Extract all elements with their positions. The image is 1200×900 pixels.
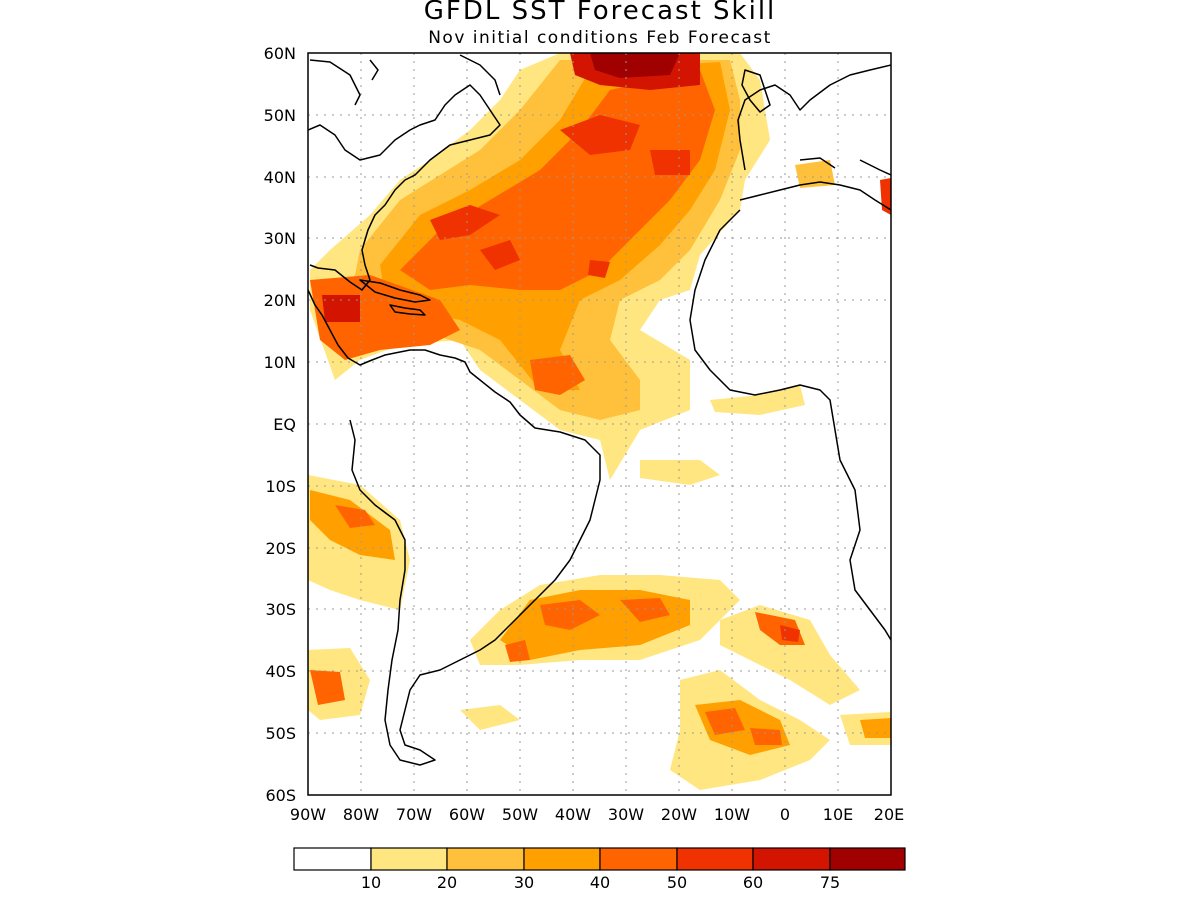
lat-label: 40N — [264, 168, 296, 187]
coastline-south-america — [349, 419, 601, 766]
skill-region-southern-ocean-40 — [705, 708, 782, 745]
skill-shading — [308, 53, 891, 790]
skill-region-sw-pacific-40 — [310, 670, 345, 705]
skill-region-mediterranean — [795, 160, 835, 188]
skill-region-far-east-south — [460, 705, 891, 745]
skill-region-tropical — [530, 355, 585, 395]
colorbar-label: 20 — [437, 873, 457, 892]
lon-label: 30W — [608, 805, 644, 824]
coastline-north-america — [308, 59, 501, 291]
lat-label: 10S — [265, 477, 296, 496]
colorbar-label: 50 — [667, 873, 687, 892]
coastline-greenland-tip — [459, 54, 501, 96]
coastline-central-america — [308, 289, 601, 480]
lat-label: 10N — [264, 353, 296, 372]
coastline-britain — [741, 69, 771, 113]
lat-label: 20N — [264, 291, 296, 310]
coastline-europe — [737, 64, 891, 211]
colorbar-swatch — [370, 847, 448, 871]
lat-label: 30N — [264, 229, 296, 248]
lon-label: 90W — [290, 805, 326, 824]
lat-label: 40S — [265, 662, 296, 681]
lon-label: 20E — [874, 805, 904, 824]
lon-label: 0 — [780, 805, 790, 824]
lat-label: 50N — [264, 106, 296, 125]
skill-region-gulf-guinea — [640, 385, 805, 485]
lon-label: 20W — [661, 805, 697, 824]
lat-label: 30S — [265, 600, 296, 619]
colorbar-swatch — [446, 847, 525, 871]
skill-region-north-atlantic-75 — [590, 53, 680, 78]
map-subtitle: Nov initial conditions Feb Forecast — [428, 28, 772, 48]
lat-labels: 60N 50N 40N 30N 20N 10N EQ 10S 20S 30S 4… — [264, 44, 296, 805]
skill-region-south-atlantic-50 — [505, 598, 670, 662]
map-title: GFDL SST Forecast Skill — [423, 0, 777, 26]
colorbar-label: 40 — [590, 873, 610, 892]
colorbar-swatch — [293, 847, 372, 871]
colorbar-swatch — [523, 847, 601, 871]
lon-label: 40W — [555, 805, 591, 824]
skill-region-mediterranean-east — [880, 178, 891, 215]
colorbar-label: 60 — [743, 873, 763, 892]
lon-label: 70W — [396, 805, 432, 824]
colorbar-swatch — [599, 847, 678, 871]
map-frame — [307, 52, 892, 796]
coastline-cuba — [359, 279, 431, 316]
lon-label: 80W — [343, 805, 379, 824]
lat-label: 20S — [265, 539, 296, 558]
lon-label: 10E — [823, 805, 853, 824]
skill-region-south-atlantic-east — [720, 605, 860, 705]
lat-label: 50S — [265, 724, 296, 743]
lon-label: 60W — [449, 805, 485, 824]
skill-region-far-east-south-30 — [860, 718, 891, 738]
colorbar-label: 10 — [361, 873, 381, 892]
lat-label: 60S — [265, 786, 296, 805]
colorbar-label: 30 — [514, 873, 534, 892]
skill-region-se-pacific-50 — [335, 505, 375, 528]
colorbar-swatch — [829, 847, 906, 871]
colorbar-swatch — [752, 847, 831, 871]
skill-region-caribbean-60 — [322, 295, 360, 322]
lon-label: 50W — [502, 805, 538, 824]
lat-label: 60N — [264, 44, 296, 63]
lon-labels: 90W 80W 70W 60W 50W 40W 30W 20W 10W 0 10… — [290, 805, 904, 824]
colorbar-swatch — [676, 847, 754, 871]
colorbar: 10 20 30 40 50 60 75 — [293, 847, 906, 892]
colorbar-label: 75 — [820, 873, 840, 892]
lon-label: 10W — [714, 805, 750, 824]
coastlines — [308, 54, 891, 766]
lat-label: EQ — [273, 415, 296, 434]
coastline-africa — [689, 209, 891, 641]
